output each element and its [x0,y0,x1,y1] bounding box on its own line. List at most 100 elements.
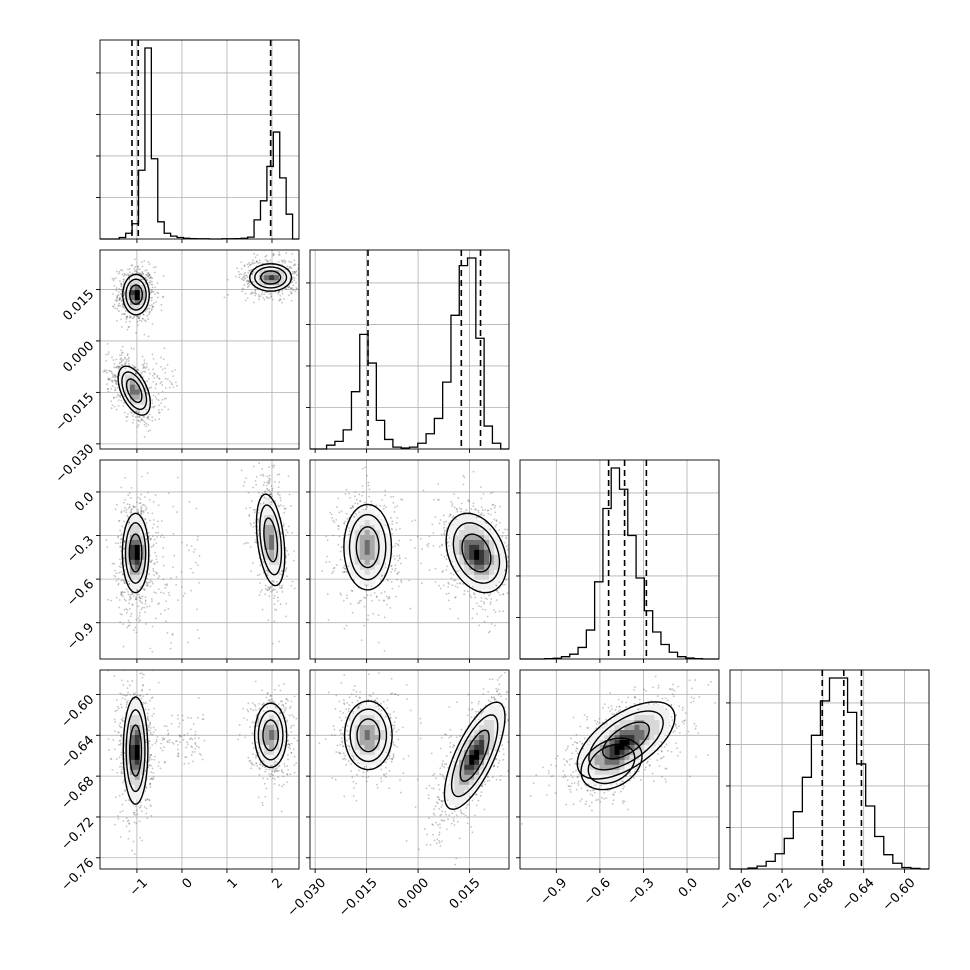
scatter-point [169,647,172,650]
scatter-point [122,557,125,559]
density-cell [129,379,136,385]
density-cell [139,384,146,390]
scatter-point [351,611,354,614]
scatter-point [147,416,149,419]
scatter-point [463,589,466,592]
scatter-point [114,389,117,391]
density-cell [139,389,146,395]
scatter-point [487,512,490,515]
scatter-point [123,313,125,316]
scatter-point [156,291,159,294]
scatter-point [166,378,169,381]
scatter-point [267,260,270,263]
scatter-point [152,570,155,572]
scatter-point [145,506,148,509]
scatter-point [293,271,296,273]
scatter-point [146,416,149,419]
density-cell [269,544,275,550]
density-cell [259,514,265,520]
density-cell [124,574,131,580]
scatter-point [458,582,461,584]
scatter-point [281,569,284,572]
scatter-point [122,623,124,626]
scatter-point [337,528,340,530]
density-cell [269,509,275,516]
scatter-point [495,599,498,602]
scatter-point [153,271,156,274]
scatter-point [129,497,132,499]
scatter-point [122,501,125,504]
scatter-point [393,511,396,513]
scatter-point [259,564,262,567]
scatter-point [288,286,291,289]
scatter-point [135,598,137,601]
density-cell [124,564,131,570]
density-cell [134,389,141,395]
scatter-point [148,273,151,276]
scatter-point [270,493,273,496]
scatter-point [115,579,118,582]
scatter-point [140,475,143,478]
scatter-point [364,508,367,511]
scatter-point [502,531,504,534]
density-cell [379,569,385,575]
scatter-point [143,589,146,591]
scatter-point [266,475,269,478]
scatter-point [164,583,167,586]
scatter-point [416,535,419,538]
scatter-point [264,291,267,294]
scatter-point [161,398,164,401]
scatter-point [116,296,118,299]
density-cell [129,304,136,310]
density-cell [269,564,275,570]
scatter-point [292,264,295,267]
scatter-point [356,502,359,505]
density-cell [359,564,366,570]
scatter-point [247,491,250,494]
scatter-point [361,494,364,497]
scatter-point [113,562,116,565]
scatter-point [494,525,497,528]
scatter-point [458,507,461,510]
scatter-point [152,545,155,548]
scatter-point [142,367,145,370]
scatter-point [488,594,490,597]
scatter-point [253,522,255,524]
scatter-point [137,265,140,268]
scatter-point [504,541,506,544]
scatter-point [144,600,147,603]
scatter-point [107,388,110,390]
scatter-point [401,499,404,502]
scatter-point [131,593,134,596]
scatter-point [254,256,257,259]
scatter-point [285,252,288,254]
scatter-point [272,588,275,591]
density-cell [124,289,131,296]
scatter-point [151,296,154,299]
scatter-point [133,315,136,318]
scatter-point [502,593,504,596]
scatter-point [269,478,271,481]
density-cell [134,299,141,306]
scatter-point [119,282,122,285]
density-cell [359,574,366,580]
scatter-point [136,426,139,428]
scatter-point [269,493,272,496]
scatter-point [339,592,342,595]
scatter-point [241,278,244,281]
scatter-point [141,510,144,513]
scatter-point [480,506,483,509]
scatter-point [390,571,393,574]
scatter-point [105,353,107,356]
scatter-point [114,569,116,572]
scatter-point [273,464,276,467]
scatter-point [392,501,395,504]
pair-panel-content-2 [321,466,509,652]
density-cell [259,504,265,511]
density-cell [134,304,141,310]
scatter-point [120,357,123,360]
scatter-point [268,587,270,590]
scatter-point [242,288,245,291]
scatter-point [396,573,399,576]
scatter-point [419,537,422,540]
